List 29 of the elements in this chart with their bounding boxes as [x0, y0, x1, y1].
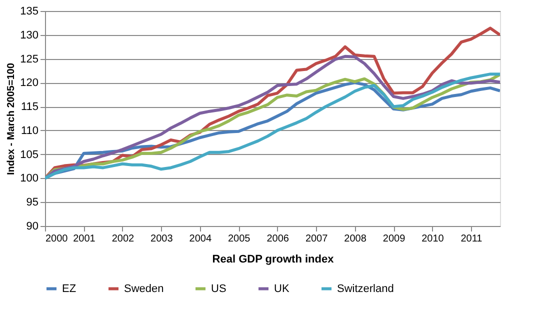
x-tick-label: 2008: [344, 234, 367, 244]
y-tick-label: 110: [20, 124, 38, 137]
y-tick-label: 120: [20, 77, 38, 90]
y-tick-label: 135: [20, 6, 38, 18]
legend-label: US: [211, 282, 226, 295]
x-tick-label: 2000: [46, 234, 68, 244]
legend-label: Switzerland: [337, 282, 394, 295]
y-tick-label: 130: [20, 29, 38, 42]
y-tick-label: 115: [20, 101, 38, 114]
x-tick-label: 2001: [73, 234, 96, 244]
x-tick-label: 2002: [112, 234, 135, 244]
legend-label: EZ: [62, 282, 76, 295]
x-tick-label: 2006: [266, 234, 290, 244]
x-axis-title: Real GDP growth index: [212, 254, 335, 266]
legend-label: UK: [274, 282, 290, 295]
x-tick-label: 2003: [150, 234, 174, 244]
x-tick-label: 2009: [382, 234, 406, 244]
x-tick-label: 2010: [422, 234, 444, 244]
y-tick-label: 100: [20, 172, 38, 185]
y-tick-label: 90: [26, 220, 38, 232]
y-tick-label: 105: [20, 148, 38, 161]
x-tick-label: 2007: [305, 234, 328, 244]
y-axis-title: Index - March 2005=100: [6, 62, 18, 176]
x-tick-label: 2005: [228, 234, 251, 244]
y-tick-label: 95: [26, 196, 38, 209]
x-tick-label: 2004: [189, 234, 212, 244]
x-tick-label: 2011: [460, 234, 483, 244]
y-tick-label: 125: [20, 53, 38, 66]
legend-label: Sweden: [124, 282, 164, 295]
